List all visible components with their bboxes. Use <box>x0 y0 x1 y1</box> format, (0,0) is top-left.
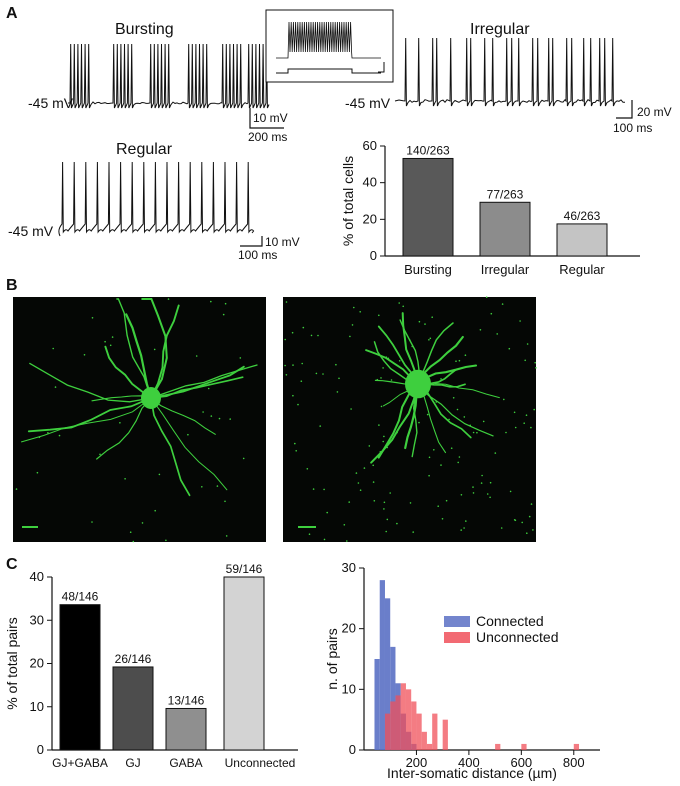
y-tick-label: 20 <box>363 211 377 226</box>
bar <box>223 576 265 751</box>
bar <box>479 201 531 257</box>
legend-swatch <box>444 616 470 627</box>
bar <box>402 157 454 257</box>
y-tick-label: 20 <box>30 656 44 671</box>
regular-trace <box>58 161 255 237</box>
cell-types-bar-chart: 0 20 40 60 % of total cells 140/263 Bursting 77… <box>340 138 640 277</box>
y-tick-label: 40 <box>30 569 44 584</box>
regular-voltage-label: -45 mV <box>8 223 54 239</box>
bursting-scale-bar <box>249 108 284 129</box>
x-tick-label: 400 <box>458 755 480 770</box>
unconnected-bar <box>521 743 527 750</box>
y-tick-label: 30 <box>30 612 44 627</box>
bursting-voltage-label: -45 mV <box>28 95 74 111</box>
x-tick-label: 800 <box>563 755 585 770</box>
x-tick-label: 200 <box>406 755 428 770</box>
irregular-voltage-label: -45 mV <box>345 95 391 111</box>
bar-value-label: 26/146 <box>115 652 152 666</box>
bursting-scale-time: 200 ms <box>248 130 287 144</box>
panel-c-letter: C <box>6 556 18 573</box>
category-label: Irregular <box>481 262 530 277</box>
legend-label: Unconnected <box>476 629 559 645</box>
unconnected-bar <box>400 683 406 750</box>
neuron-image-left <box>13 297 266 543</box>
unconnected-bar <box>442 719 448 750</box>
irregular-trace <box>394 37 626 107</box>
legend-label: Connected <box>476 613 544 629</box>
bar <box>59 604 101 751</box>
legend-swatch <box>444 632 470 643</box>
connected-bar <box>384 598 391 750</box>
irregular-scale-voltage: 20 mV <box>637 105 672 119</box>
unconnected-bar <box>405 689 412 750</box>
category-label: GABA <box>169 756 202 770</box>
inset-scale-bar <box>378 62 385 73</box>
x-tick-label: 600 <box>510 755 532 770</box>
panel-a-letter: A <box>6 5 18 22</box>
unconnected-bar <box>384 713 391 750</box>
bar-value-label: 140/263 <box>406 143 450 157</box>
unconnected-bar <box>395 695 401 750</box>
irregular-title: Irregular <box>470 21 530 38</box>
y-axis-label: % of total pairs <box>4 617 20 710</box>
neuron-image-right <box>283 296 537 542</box>
unconnected-bar <box>432 713 438 750</box>
connected-bar <box>374 659 380 750</box>
y-tick-label: 40 <box>363 175 377 190</box>
unconnected-bar <box>495 743 501 750</box>
bar-value-label: 77/263 <box>487 187 524 201</box>
regular-title: Regular <box>116 141 173 158</box>
regular-scale-bar <box>240 236 263 247</box>
bursting-trace <box>68 43 270 109</box>
bar-value-label: 46/263 <box>564 209 601 223</box>
unconnected-bar <box>416 713 422 750</box>
category-label: GJ <box>125 756 140 770</box>
y-tick-label: 20 <box>342 621 356 636</box>
connection-types-bar-chart: 0 10 20 30 40 % of total pairs 48/146 GJ+GABA 26… <box>4 562 298 770</box>
y-axis-label: % of total cells <box>340 156 356 246</box>
y-tick-label: 0 <box>349 742 356 757</box>
irregular-scale-time: 100 ms <box>613 121 652 135</box>
bar-value-label: 13/146 <box>168 693 205 707</box>
irregular-scale-bar <box>616 100 633 119</box>
unconnected-bar <box>390 701 396 750</box>
regular-scale-time: 100 ms <box>238 248 277 262</box>
y-tick-label: 30 <box>342 560 356 575</box>
bar-value-label: 59/146 <box>226 562 263 576</box>
y-tick-label: 0 <box>370 248 377 263</box>
y-axis-label: n. of pairs <box>324 628 340 689</box>
bursting-title: Bursting <box>115 21 174 38</box>
bar <box>112 666 154 751</box>
unconnected-bar <box>573 743 580 750</box>
inset-current-step <box>276 68 381 74</box>
unconnected-bar <box>411 701 417 750</box>
regular-scale-voltage: 10 mV <box>265 235 300 249</box>
y-tick-label: 10 <box>30 699 44 714</box>
category-label: Unconnected <box>225 756 296 770</box>
unconnected-bar <box>421 731 427 750</box>
bar <box>165 707 207 751</box>
x-axis-label: Inter-somatic distance (µm) <box>387 765 557 781</box>
bursting-scale-voltage: 10 mV <box>253 111 288 125</box>
y-tick-label: 60 <box>363 138 377 153</box>
distance-histogram: 0 10 20 30 200 400 600 800 Inter-somatic distanc… <box>324 560 600 781</box>
panel-b-letter: B <box>6 277 18 294</box>
category-label: Bursting <box>404 262 452 277</box>
y-tick-label: 10 <box>342 681 356 696</box>
bar <box>556 223 608 257</box>
connected-bar <box>379 580 385 750</box>
bar-value-label: 48/146 <box>62 590 99 604</box>
connected-bar <box>390 646 396 750</box>
unconnected-bar <box>426 743 433 750</box>
inset-trace <box>276 21 381 59</box>
category-label: GJ+GABA <box>52 756 108 770</box>
category-label: Regular <box>559 262 605 277</box>
y-tick-label: 0 <box>37 742 44 757</box>
